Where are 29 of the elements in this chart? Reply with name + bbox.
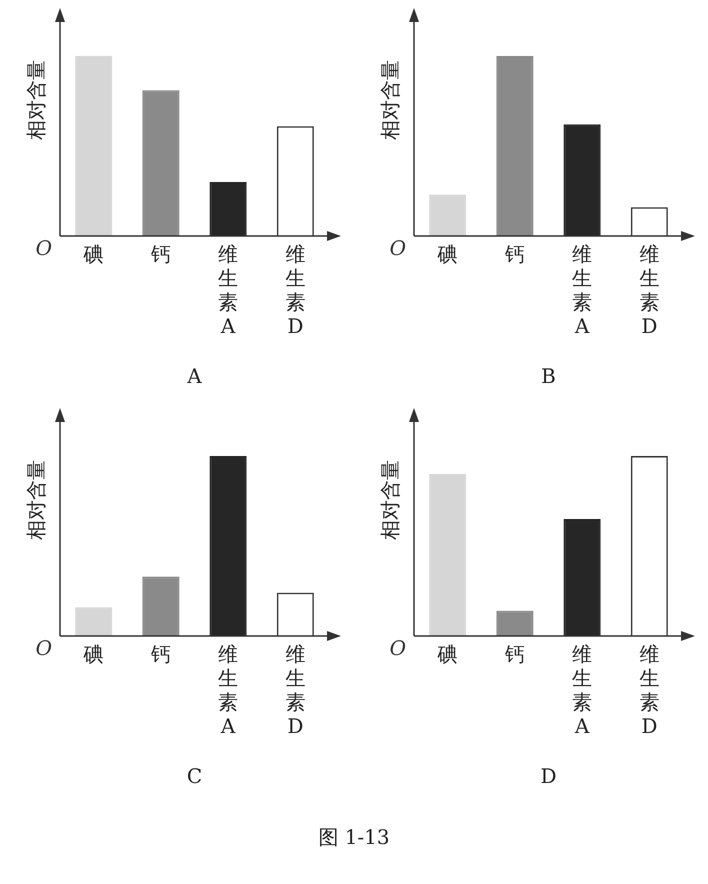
text: O bbox=[390, 236, 406, 260]
text: C bbox=[186, 764, 202, 788]
x-tick-label: 维生素A bbox=[218, 642, 238, 738]
text: O bbox=[390, 636, 406, 660]
x-tick-label: 维生素A bbox=[572, 642, 592, 738]
text: O bbox=[36, 236, 52, 260]
x-tick-label: 维生素D bbox=[639, 242, 660, 338]
caption: 图 1-13 bbox=[317, 824, 391, 851]
y-axis-title: 相对含量 bbox=[378, 460, 402, 540]
x-tick-label: 碘 bbox=[82, 642, 104, 666]
x-tick-label: 碘 bbox=[82, 242, 104, 266]
x-tick-label: 钙 bbox=[504, 642, 525, 666]
x-tick-label: 碘 bbox=[436, 642, 458, 666]
y-axis-title: 相对含量 bbox=[24, 60, 48, 140]
x-tick-label: 维生素D bbox=[285, 242, 306, 338]
x-tick-label: 维生素A bbox=[218, 242, 238, 338]
x-tick-label: 维生素A bbox=[572, 242, 592, 338]
x-tick-label: 维生素D bbox=[639, 642, 660, 738]
x-tick-label: 钙 bbox=[150, 242, 171, 266]
y-axis-title: 相对含量 bbox=[24, 460, 48, 540]
text: O bbox=[36, 636, 52, 660]
text: D bbox=[540, 764, 557, 788]
x-tick-label: 钙 bbox=[150, 642, 171, 666]
x-tick-label: 维生素D bbox=[285, 642, 306, 738]
x-tick-label: 钙 bbox=[504, 242, 525, 266]
text: B bbox=[541, 364, 556, 388]
x-tick-label: 碘 bbox=[436, 242, 458, 266]
text: A bbox=[186, 364, 202, 388]
y-axis-title: 相对含量 bbox=[378, 60, 402, 140]
